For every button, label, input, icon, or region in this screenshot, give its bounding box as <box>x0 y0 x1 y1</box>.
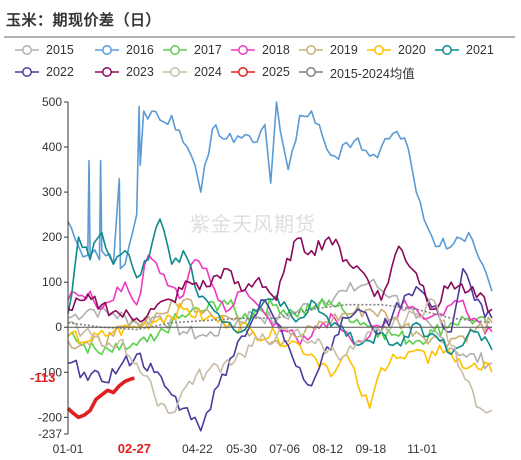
series-line-2016 <box>67 101 493 292</box>
series-line-2015 <box>67 278 493 370</box>
x-tick-label: 07-06 <box>269 442 300 456</box>
y-tick-label: 200 <box>42 230 62 244</box>
legend-item-2022[interactable]: 2022 <box>14 63 74 81</box>
legend-label: 2020 <box>398 43 426 57</box>
chart-title: 玉米：期现价差（日） <box>6 11 162 29</box>
series-layer <box>66 101 493 432</box>
series-line-2022 <box>67 267 493 432</box>
series-line-2017 <box>67 298 493 356</box>
legend-label: 2016 <box>126 43 154 57</box>
legend-label: 2024 <box>194 65 222 79</box>
y-tick-label: 300 <box>42 185 62 199</box>
title-divider <box>4 36 515 38</box>
series-line-2023 <box>67 236 493 323</box>
circle-line-icon <box>435 45 459 55</box>
x-tick-label: 11-01 <box>407 442 437 456</box>
circle-line-icon <box>231 67 255 77</box>
legend-label: 2019 <box>330 43 358 57</box>
series-line-2025 <box>66 376 135 420</box>
circle-line-icon <box>163 45 187 55</box>
series-line-2021 <box>67 218 493 356</box>
circle-line-icon <box>15 67 39 77</box>
x-tick-label: 09-18 <box>356 442 387 456</box>
y-tick-label: 500 <box>42 95 62 109</box>
legend-item-2021[interactable]: 2021 <box>434 41 494 59</box>
legend-item-2025[interactable]: 2025 <box>230 63 290 81</box>
legend-label: 2015-2024均值 <box>330 66 415 81</box>
highlight-x-label: 02-27 <box>118 441 151 456</box>
series-line-2018 <box>67 254 493 347</box>
legend-item-2015[interactable]: 2015 <box>14 41 74 59</box>
legend-item-2024[interactable]: 2024 <box>162 63 222 81</box>
circle-line-icon <box>231 45 255 55</box>
legend-label: 2015 <box>46 43 74 57</box>
y-tick-label: 400 <box>42 140 62 154</box>
y-tick-label: -100 <box>38 365 62 379</box>
y-tick-label: -237 <box>38 427 62 441</box>
legend-item-2020[interactable]: 2020 <box>366 41 426 59</box>
series-line-2015-2024均值 <box>67 303 493 331</box>
x-tick-label: 01-01 <box>53 442 84 456</box>
circle-line-icon <box>367 45 391 55</box>
legend-item-2018[interactable]: 2018 <box>230 41 290 59</box>
circle-line-icon <box>299 45 323 55</box>
circle-line-icon <box>299 67 323 77</box>
highlight-y-label: -113 <box>30 370 55 385</box>
x-tick-label: 05-30 <box>226 442 257 456</box>
circle-line-icon <box>163 67 187 77</box>
watermark: 紫金天风期货 <box>190 212 316 236</box>
legend-item-2019[interactable]: 2019 <box>298 41 358 59</box>
legend-item-2023[interactable]: 2023 <box>94 63 154 81</box>
legend-item-2015-2024均值[interactable]: 2015-2024均值 <box>298 63 415 81</box>
legend-label: 2025 <box>262 65 290 79</box>
legend-label: 2021 <box>466 43 494 57</box>
circle-line-icon <box>95 45 119 55</box>
legend-item-2016[interactable]: 2016 <box>94 41 154 59</box>
y-tick-label: 100 <box>42 275 62 289</box>
legend-label: 2023 <box>126 65 154 79</box>
legend-item-2017[interactable]: 2017 <box>162 41 222 59</box>
x-tick-label: 04-22 <box>182 442 213 456</box>
series-line-2019 <box>67 298 493 350</box>
legend-label: 2018 <box>262 43 290 57</box>
x-tick-label: 08-12 <box>312 442 343 456</box>
series-line-2024 <box>67 298 493 414</box>
circle-line-icon <box>15 45 39 55</box>
chart-legend: 2015 2016 2017 2018 2019 2020 2021 2022 2023 2024… <box>0 40 521 84</box>
y-tick-label: 0 <box>55 320 62 334</box>
legend-label: 2017 <box>194 43 222 57</box>
circle-line-icon <box>95 67 119 77</box>
y-tick-label: -200 <box>38 410 62 424</box>
axis-layer: -237 -200 -100 0 100 200 300 400 500 -113 01-01 02-… <box>30 95 492 456</box>
legend-label: 2022 <box>46 65 74 79</box>
